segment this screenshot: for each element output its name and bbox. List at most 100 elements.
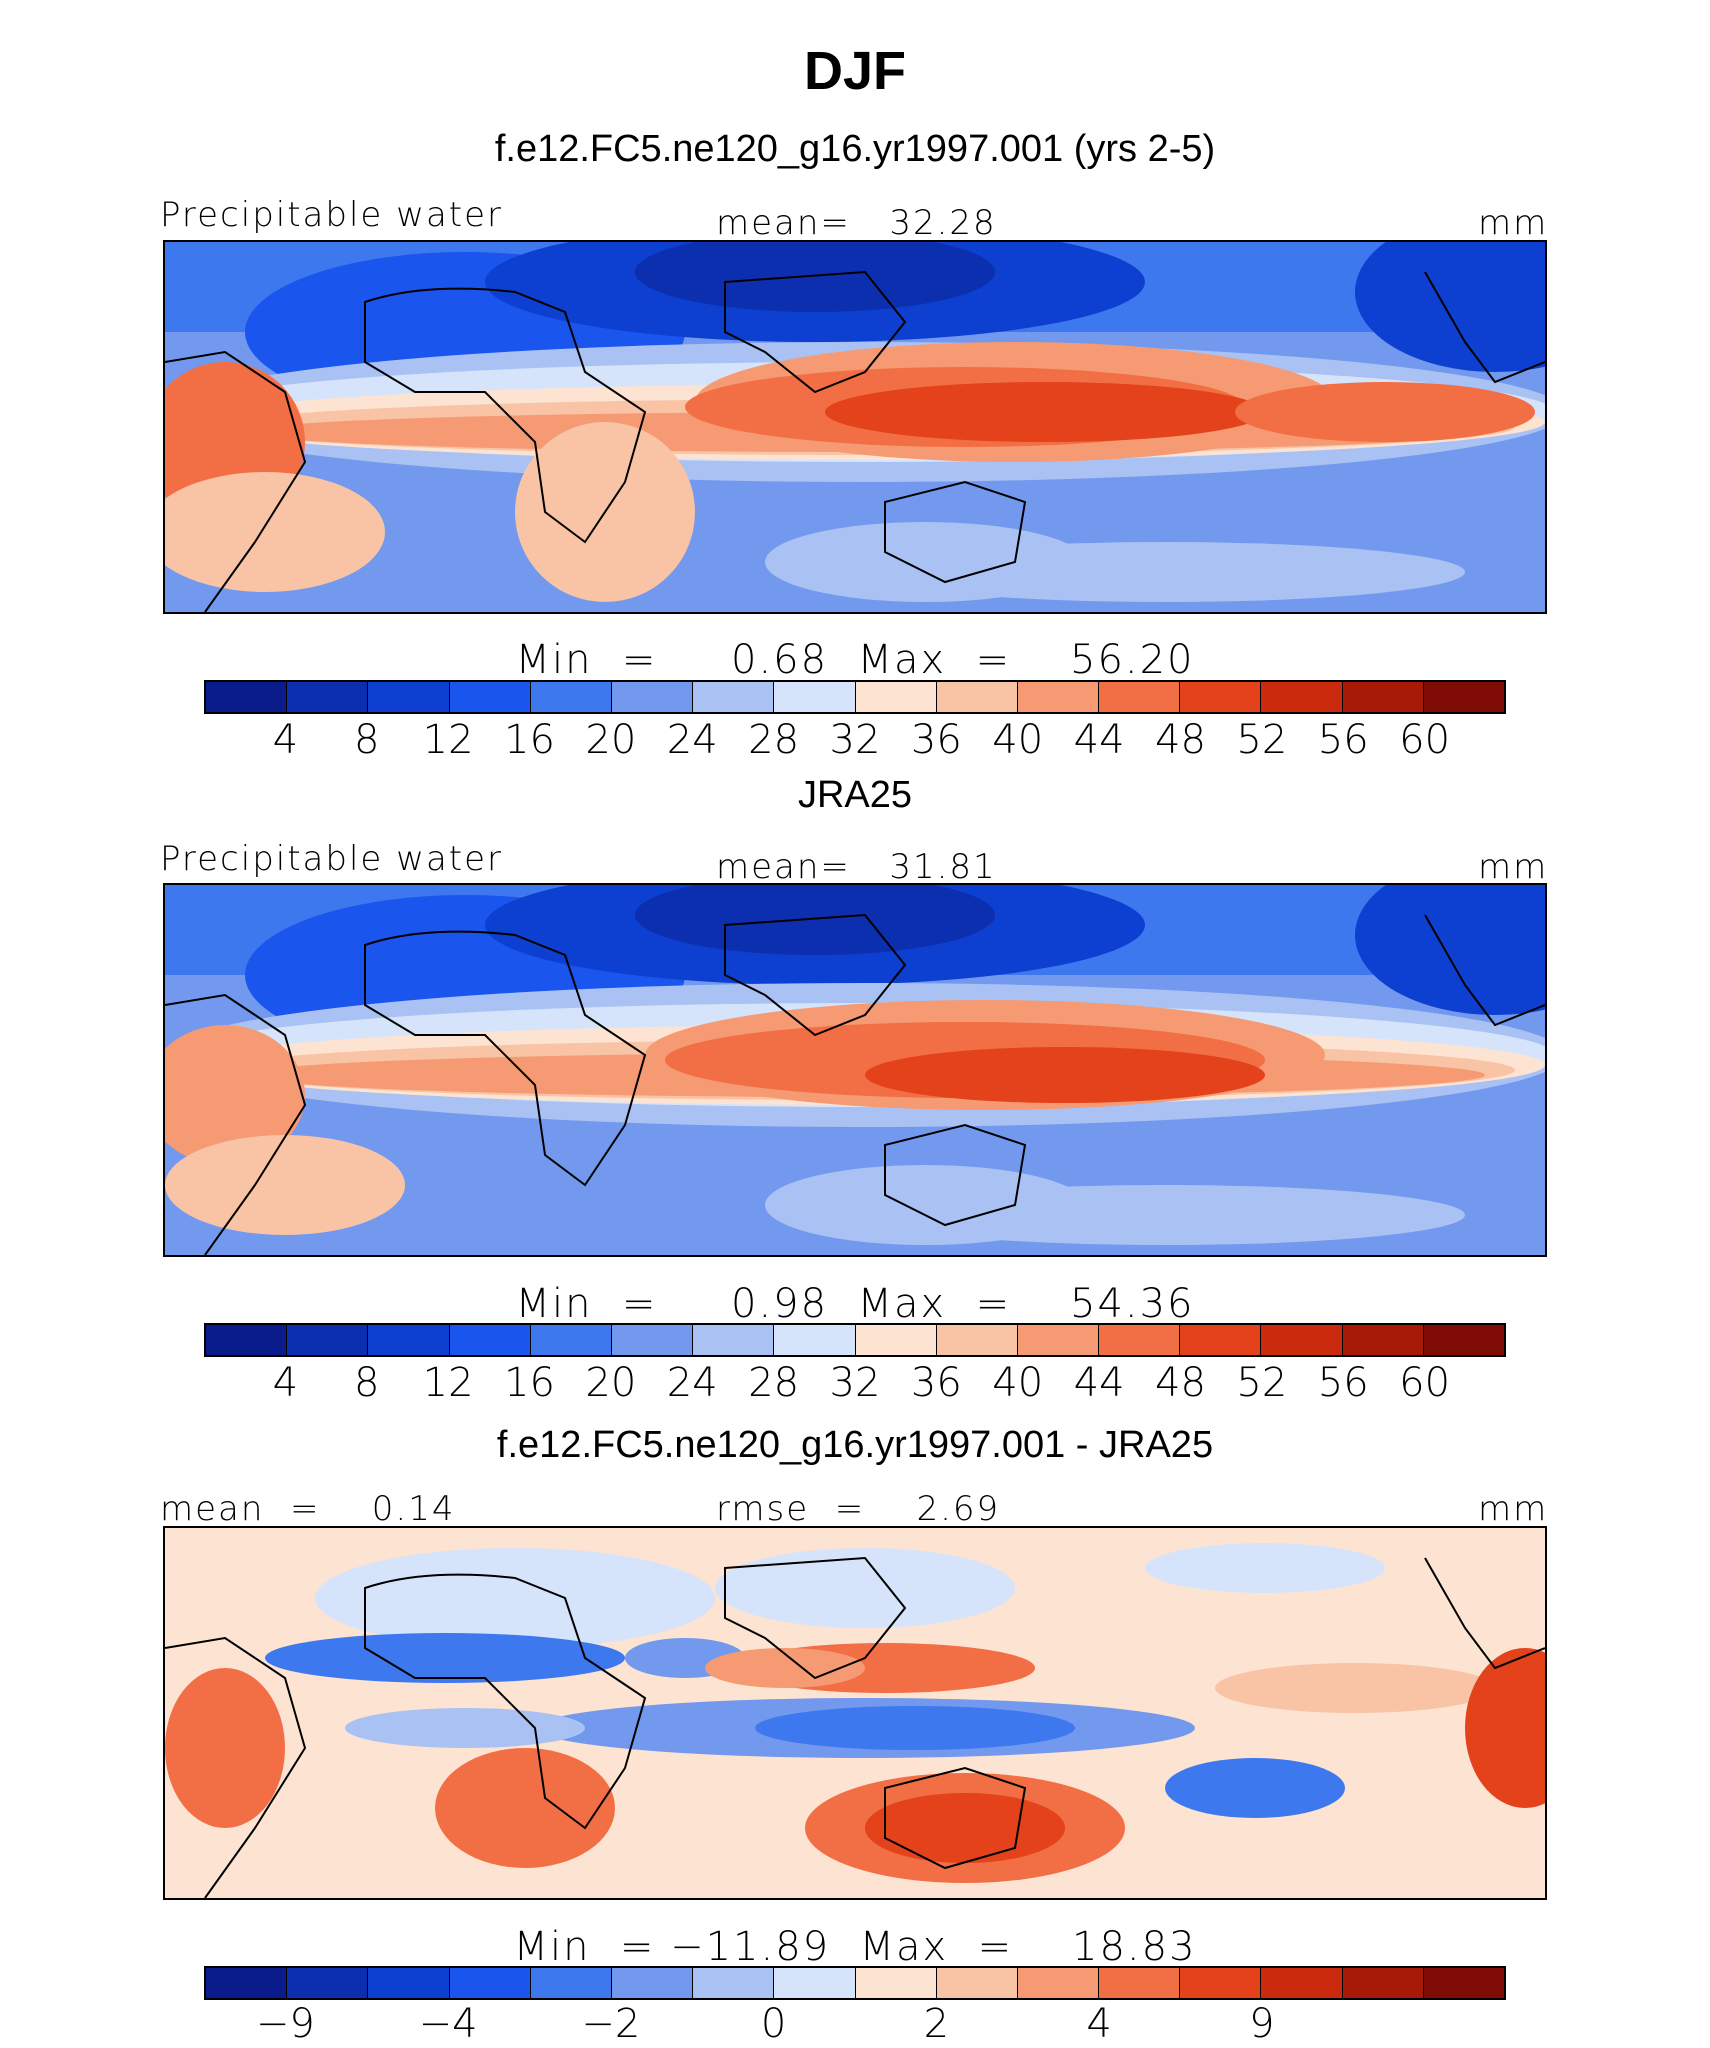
colorbar-swatch [287, 682, 369, 712]
panel-1-map [163, 240, 1547, 614]
colorbar-tick-label: 40 [992, 1360, 1044, 1406]
colorbar-tick-label: 28 [748, 1360, 800, 1406]
colorbar-tick-label: 24 [666, 1360, 718, 1406]
colorbar-tick-label: 4 [272, 717, 299, 763]
colorbar-tick-label: 12 [422, 1360, 474, 1406]
colorbar-tick-label: 56 [1317, 717, 1369, 763]
colorbar-swatch [1017, 682, 1100, 712]
colorbar-swatch [1180, 682, 1262, 712]
panel-1-min-max: Min = 0.68 Max = 56.20 [515, 637, 1195, 683]
colorbar-tick-label: 32 [829, 1360, 881, 1406]
colorbar-tick-label: 48 [1155, 1360, 1206, 1406]
colorbar-tick-label: −4 [418, 2001, 478, 2047]
panel-2-mean-label: mean= 31.81 [716, 847, 997, 887]
panel-2-title: JRA25 [797, 774, 913, 816]
colorbar-swatch [1342, 1325, 1424, 1355]
colorbar-swatch [206, 682, 288, 712]
panel-2-min-max: Min = 0.98 Max = 54.36 [515, 1281, 1195, 1327]
colorbar-swatch [287, 1325, 369, 1355]
colorbar-swatch [936, 1325, 1018, 1355]
panel-3-min-max: Min = −11.89 Max = 18.83 [513, 1924, 1197, 1970]
colorbar-swatch [1099, 1325, 1181, 1355]
colorbar-swatch [1342, 682, 1424, 712]
panel-1-variable-label: Precipitable water [160, 195, 504, 235]
colorbar-tick-label: 52 [1236, 1360, 1288, 1406]
panel-3-map [163, 1526, 1547, 1900]
colorbar-swatch [1017, 1325, 1100, 1355]
panel-3-mean-label: mean = 0.14 [160, 1489, 456, 1529]
colorbar-swatch [206, 1325, 288, 1355]
figure-title: DJF [803, 41, 906, 101]
panel-1-colorbar-ticks: 4 8 12 16 20 24 28 32 36 40 44 48 52 56 60 [0, 720, 1710, 764]
panel-2-variable-label: Precipitable water [160, 839, 504, 879]
colorbar-tick-label: 4 [1086, 2001, 1112, 2047]
colorbar-swatch [206, 1968, 288, 1998]
colorbar-swatch [693, 1968, 775, 1998]
colorbar-swatch [1099, 1968, 1181, 1998]
colorbar-swatch [693, 1325, 775, 1355]
panel-1-units-label: mm [1478, 203, 1549, 243]
colorbar-tick-label: 36 [910, 717, 962, 763]
colorbar-tick-label: 28 [748, 717, 800, 763]
colorbar-swatch [693, 682, 775, 712]
colorbar-tick-label: 16 [504, 717, 555, 763]
colorbar-tick-label: 16 [504, 1360, 555, 1406]
colorbar-tick-label: 24 [666, 717, 718, 763]
panel-3-map-field [165, 1528, 1545, 1898]
colorbar-tick-label: 48 [1155, 717, 1206, 763]
colorbar-tick-label: 56 [1317, 1360, 1369, 1406]
panel-1-colorbar [204, 680, 1506, 714]
colorbar-tick-label: 20 [585, 1360, 637, 1406]
colorbar-tick-label: 36 [910, 1360, 962, 1406]
colorbar-swatch [449, 1325, 531, 1355]
colorbar-swatch [1261, 1325, 1343, 1355]
colorbar-swatch [611, 1968, 694, 1998]
colorbar-tick-label: −9 [255, 2001, 315, 2047]
panel-1-mean-label: mean= 32.28 [716, 203, 997, 243]
colorbar-swatch [368, 1325, 450, 1355]
colorbar-swatch [1423, 682, 1504, 712]
panel-2-map-field [165, 885, 1545, 1255]
panel-2-colorbar [204, 1323, 1506, 1357]
colorbar-swatch [1423, 1325, 1504, 1355]
colorbar-swatch [1342, 1968, 1424, 1998]
colorbar-tick-label: 4 [272, 1360, 299, 1406]
colorbar-swatch [611, 682, 694, 712]
colorbar-swatch [1261, 1968, 1343, 1998]
colorbar-tick-label: 9 [1249, 2001, 1275, 2047]
colorbar-swatch [936, 682, 1018, 712]
colorbar-swatch [774, 682, 856, 712]
panel-3-colorbar [204, 1966, 1506, 2000]
colorbar-swatch [449, 682, 531, 712]
colorbar-tick-label: 32 [829, 717, 881, 763]
panel-2-colorbar-ticks: 4 8 12 16 20 24 28 32 36 40 44 48 52 56 60 [0, 1363, 1710, 1407]
colorbar-swatch [1180, 1325, 1262, 1355]
colorbar-tick-label: 40 [992, 717, 1044, 763]
colorbar-swatch [530, 1325, 612, 1355]
panel-1-map-field [165, 242, 1545, 612]
colorbar-tick-label: 8 [354, 717, 380, 763]
colorbar-swatch [530, 682, 612, 712]
colorbar-tick-label: 60 [1399, 1360, 1451, 1406]
colorbar-swatch [449, 1968, 531, 1998]
colorbar-swatch [368, 1968, 450, 1998]
colorbar-swatch [774, 1325, 856, 1355]
panel-3-colorbar-ticks: −9 −4 −2 0 2 4 9 [0, 2004, 1710, 2048]
panel-3-units-label: mm [1478, 1489, 1549, 1529]
colorbar-tick-label: 60 [1399, 717, 1451, 763]
panel-3-rmse-label: rmse = 2.69 [716, 1489, 1001, 1529]
panel-2-units-label: mm [1478, 847, 1549, 887]
panel-1-title: f.e12.FC5.ne120_g16.yr1997.001 (yrs 2-5) [494, 128, 1216, 170]
colorbar-tick-label: 44 [1073, 1360, 1125, 1406]
colorbar-swatch [1017, 1968, 1100, 1998]
colorbar-swatch [855, 1325, 937, 1355]
colorbar-tick-label: 44 [1073, 717, 1125, 763]
colorbar-swatch [611, 1325, 694, 1355]
colorbar-tick-label: 20 [585, 717, 637, 763]
colorbar-swatch [287, 1968, 369, 1998]
colorbar-swatch [1423, 1968, 1504, 1998]
colorbar-tick-label: 2 [923, 2001, 950, 2047]
colorbar-swatch [368, 682, 450, 712]
colorbar-tick-label: 52 [1236, 717, 1288, 763]
colorbar-swatch [1099, 682, 1181, 712]
